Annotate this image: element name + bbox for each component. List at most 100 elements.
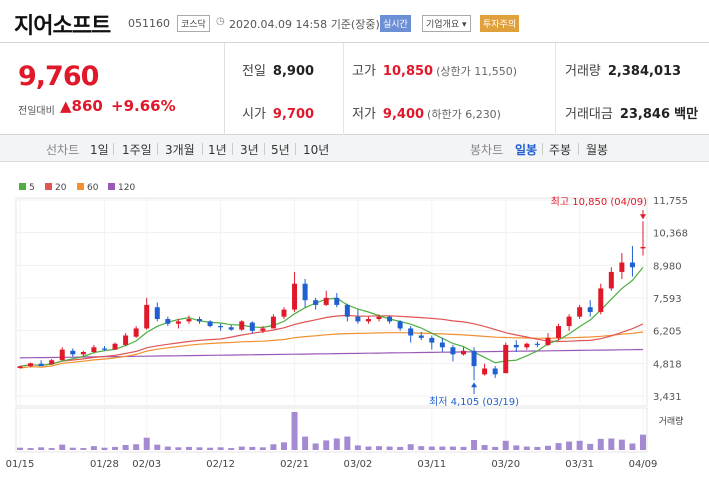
ma5-line [19,267,644,367]
volume-bar [101,447,108,450]
legend-ma60: 60 [77,183,98,193]
candle-body [355,316,361,322]
x-tick-label: 02/12 [206,459,235,470]
period-1w[interactable]: 1주일 [122,143,152,157]
period-1y[interactable]: 1년 [208,143,227,157]
stat-low: 저가 9,400 (하한가 6,230) [352,107,501,122]
stat-open: 시가 9,700 [242,107,315,122]
y-tick-label: 11,755 [653,196,688,207]
volume-bar [323,440,330,450]
volume-bar [312,443,319,450]
candle-body [91,347,97,352]
volume-bar [587,443,594,450]
stock-code: 051160 [128,17,170,30]
company-info-button[interactable]: 기업개요 ▾ [422,15,471,32]
volume-bar [249,446,256,450]
candle-tab-daily[interactable]: 일봉 [515,143,538,157]
candle-body [577,307,583,317]
y-tick-label: 7,593 [653,294,682,305]
candle-body [218,326,224,328]
volume-bar [365,446,372,450]
price-change: ▲860 [60,97,103,115]
volume-bar [608,438,615,450]
period-3m[interactable]: 3개월 [165,143,195,157]
volume-bar [576,440,583,450]
clock-icon: ◷ [216,16,225,27]
candle-body [408,328,414,336]
candle-body [144,304,150,329]
candle-body [186,319,192,322]
volume-bar [376,446,383,450]
quote-datetime: 2020.04.09 14:58 기준(장중) [229,18,380,31]
candle-body [49,360,55,365]
line-chart-label: 선차트 [46,143,80,157]
candle-body [323,297,329,305]
volume-bar [397,446,404,450]
candle-body [292,283,298,310]
candle-body [249,322,255,331]
candle-body [598,288,604,312]
candle-body [197,319,203,322]
candle-body [587,307,593,312]
volume-bar [597,438,604,450]
realtime-button[interactable]: 실시간 [380,15,411,32]
volume-bar [217,447,224,450]
period-10y[interactable]: 10년 [303,143,330,157]
ma60-line [19,331,644,369]
volume-bar [80,448,87,450]
y-tick-label: 4,818 [653,359,682,370]
volume-bar [407,444,414,450]
candle-body [302,283,308,301]
volume-bar [492,446,499,450]
candle-body [640,246,646,249]
price-summary: 9,760 전일대비 ▲860 +9.66% [0,43,225,135]
candle-body [38,363,44,367]
volume-bar [259,447,266,450]
candle-tab-weekly[interactable]: 주봉 [549,143,572,157]
volume-bar [122,445,129,450]
x-tick-label: 03/31 [565,459,594,470]
candle-body [450,347,456,355]
volume-bar [185,446,192,450]
volume-bar [640,434,646,450]
period-1d[interactable]: 1일 [90,143,109,157]
y-tick-label: 3,431 [653,392,682,403]
candlestick-chart[interactable]: 11,755 10,368 8,980 7,593 6,205 4,818 3,431 01… [0,184,709,480]
triangle-up-icon: ▲ [60,97,72,115]
x-tick-label: 02/03 [132,459,161,470]
change-label: 전일대비 [18,106,55,117]
candle-tab-monthly[interactable]: 월봉 [586,143,609,157]
volume-bar [333,438,340,450]
volume-bar [38,447,45,450]
candle-body [608,271,614,289]
volume-bar [418,446,425,450]
volume-bar [154,444,161,450]
price-change-percent: +9.66% [111,97,176,115]
x-tick-label: 03/20 [491,459,520,470]
candle-chart-label: 봉차트 [470,143,504,157]
stock-name: 지어소프트 [14,14,111,39]
candle-body [524,343,530,348]
candle-body [154,307,160,320]
volume-bar [502,440,509,450]
candle-body [313,300,319,305]
volume-bar [439,446,446,450]
high-annotation: 최고 10,850 (04/09) [551,196,647,208]
ma120-line [19,348,644,359]
volume-bar [17,447,23,450]
stat-amount: 거래대금 23,846 백만 [565,107,699,122]
volume-bar [175,447,182,450]
volume-bar [228,448,235,450]
volume-axis-label: 거래량 [659,415,684,427]
candle-body [376,316,382,320]
current-price: 9,760 [18,61,99,92]
volume-bar [196,447,203,450]
stat-volume: 거래량 2,384,013 [565,64,682,79]
candle-body [101,348,107,350]
period-5y[interactable]: 5년 [271,143,290,157]
candle-body [566,316,572,327]
volume-bar [164,446,171,450]
y-tick-label: 8,980 [653,261,682,272]
period-3y[interactable]: 3년 [240,143,259,157]
chart-toolbar: 선차트 1일 1주일 3개월 1년 3년 5년 10년 봉차트 일봉 주봉 월봉 [0,135,709,162]
